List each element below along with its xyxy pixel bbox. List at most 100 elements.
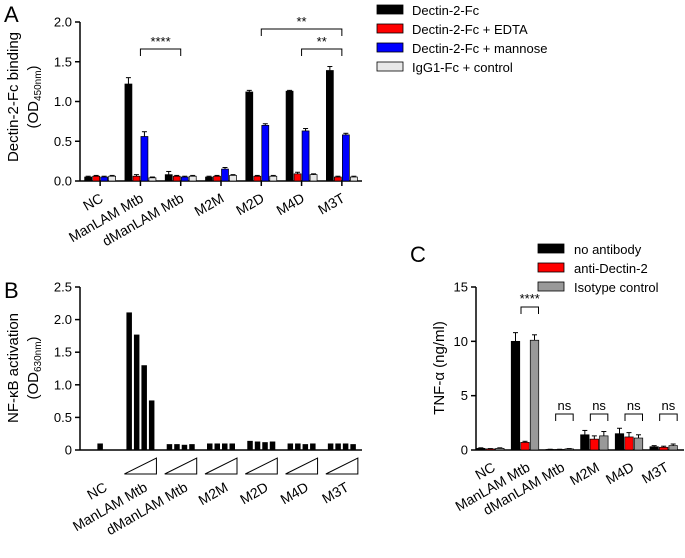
panel-a-significance-label: ** (317, 34, 327, 49)
panel-b-concentration-triangle (124, 457, 157, 475)
panel-c-x-tick-label: M4D (603, 459, 637, 488)
panel-b-x-tick-label: M2M (196, 479, 231, 508)
panel-a-bar (293, 173, 302, 182)
panel-c-significance-bracket (659, 413, 678, 421)
panel-a-legend-label: Dectin-2-Fc (412, 3, 480, 18)
panel-a-bar (350, 176, 358, 182)
panel-c-bar (589, 438, 599, 451)
panel-a-bar (342, 134, 350, 182)
panel-b-bar (327, 443, 334, 450)
panel-b-bar (222, 443, 228, 450)
panel-a-bar (229, 175, 237, 182)
panel-a-bar (172, 175, 181, 182)
panel-c-legend-label: anti-Dectin-2 (574, 261, 648, 276)
panel-b-bar (287, 443, 294, 450)
panel-c-legend-swatch (537, 262, 565, 273)
panel-c-bar (624, 436, 634, 451)
panel-a-bar (326, 70, 334, 182)
panel-a-ylabel-unit: (OD450nm) (25, 65, 44, 128)
panel-b-ylabel-unit: (OD630nm) (25, 336, 44, 399)
panel-c-significance-bracket (624, 413, 643, 421)
panel-a-bar (148, 177, 157, 182)
panel-c-legend-swatch (537, 281, 565, 292)
panel-a-x-tick-label: M2M (192, 190, 227, 219)
panel-a-legend-swatch (376, 4, 404, 15)
panel-a-bar (132, 175, 141, 182)
panel-a-legend-label: IgG1-Fc + control (412, 60, 513, 75)
panel-c-bar (495, 448, 505, 451)
panel-b-y-tick-label: 1.5 (54, 345, 72, 360)
panel-c-y-tick-label: 10 (454, 334, 468, 349)
panel-c-bar (510, 340, 521, 451)
panel-a-legend-swatch (376, 42, 404, 53)
panel-a-significance-bracket (301, 48, 343, 56)
panel-b-concentration-triangle (204, 457, 238, 475)
panel-b-x-tick-label: M3T (319, 479, 352, 507)
panel-b-bar (97, 443, 103, 450)
panel-a-bar (124, 83, 133, 182)
panel-c-significance-label: **** (520, 291, 540, 306)
panel-letter-a: A (4, 2, 19, 27)
panel-b-bar (229, 443, 235, 450)
panel-b-y-tick-label: 1.0 (54, 377, 72, 392)
panel-a-legend-swatch (376, 23, 404, 34)
panel-c-significance-label: ns (627, 398, 641, 413)
panel-c-significance-bracket (589, 413, 609, 421)
panel-b-concentration-triangle (164, 457, 198, 475)
panel-a-bar (301, 130, 310, 182)
panel-a-bar (140, 136, 149, 182)
panel-b-bar (189, 444, 195, 450)
panel-c-bar (614, 433, 625, 451)
panel-a-y-tick-label: 1.5 (54, 54, 72, 69)
panel-b-bar (310, 443, 316, 450)
panel-a-bar (269, 175, 278, 182)
panel-b-bar (262, 442, 268, 450)
panel-a-y-tick-label: 0.0 (54, 174, 72, 189)
panel-a-bar (205, 176, 213, 182)
panel-c-significance-bracket (555, 413, 574, 421)
panel-a-bar (334, 176, 342, 182)
panel-a-ylabel: Dectin-2-Fc binding (5, 32, 22, 162)
panel-b-bar (181, 444, 188, 450)
panel-a-bar (285, 90, 294, 182)
panel-c-significance-label: ns (558, 398, 572, 413)
panel-a-bar (253, 175, 262, 182)
panel-b-bar (295, 443, 301, 450)
panel-a-significance-bracket (139, 48, 182, 56)
panel-b-bar (207, 443, 213, 450)
panel-b-bar (350, 444, 356, 450)
panel-b-bar (254, 441, 261, 450)
panel-a-significance-label: **** (150, 34, 170, 49)
panel-b-bar (335, 443, 341, 450)
panel-b-bar (342, 443, 349, 450)
panel-c-significance-bracket (520, 306, 539, 314)
panel-a-x-tick-label: M2D (233, 190, 267, 219)
panel-a-bar (245, 91, 254, 182)
panel-letter-c: C (410, 242, 426, 267)
panel-a-bar (164, 174, 173, 182)
panel-c-legend-label: Isotype control (574, 280, 659, 295)
panel-b-ylabel: NF-κB activation (5, 313, 22, 423)
panel-a-legend-label: Dectin-2-Fc + mannose (412, 41, 547, 56)
panel-c-y-tick-label: 5 (461, 388, 468, 403)
panel-a-bar (261, 124, 270, 182)
panel-b-y-tick-label: 0.5 (54, 410, 72, 425)
panel-b-bar (174, 444, 180, 450)
panel-a-legend-swatch (376, 61, 404, 72)
panel-a-significance-bracket (260, 28, 343, 36)
panel-b-concentration-triangle (245, 457, 278, 475)
panel-b-bar (148, 400, 155, 450)
panel-c-bar (633, 437, 644, 451)
panel-a-legend-label: Dectin-2-Fc + EDTA (412, 22, 528, 37)
panel-c-bar (476, 448, 486, 451)
panel-b-bar (166, 444, 173, 450)
panel-c-bar (659, 446, 669, 451)
panel-a-x-tick-label: M3T (315, 190, 348, 218)
panel-b-concentration-triangle (325, 457, 359, 475)
panel-b-bar (269, 441, 276, 450)
panel-c-bar (649, 446, 659, 451)
panel-a-bar (100, 176, 108, 182)
panel-c-x-tick-label: M2M (567, 459, 602, 488)
